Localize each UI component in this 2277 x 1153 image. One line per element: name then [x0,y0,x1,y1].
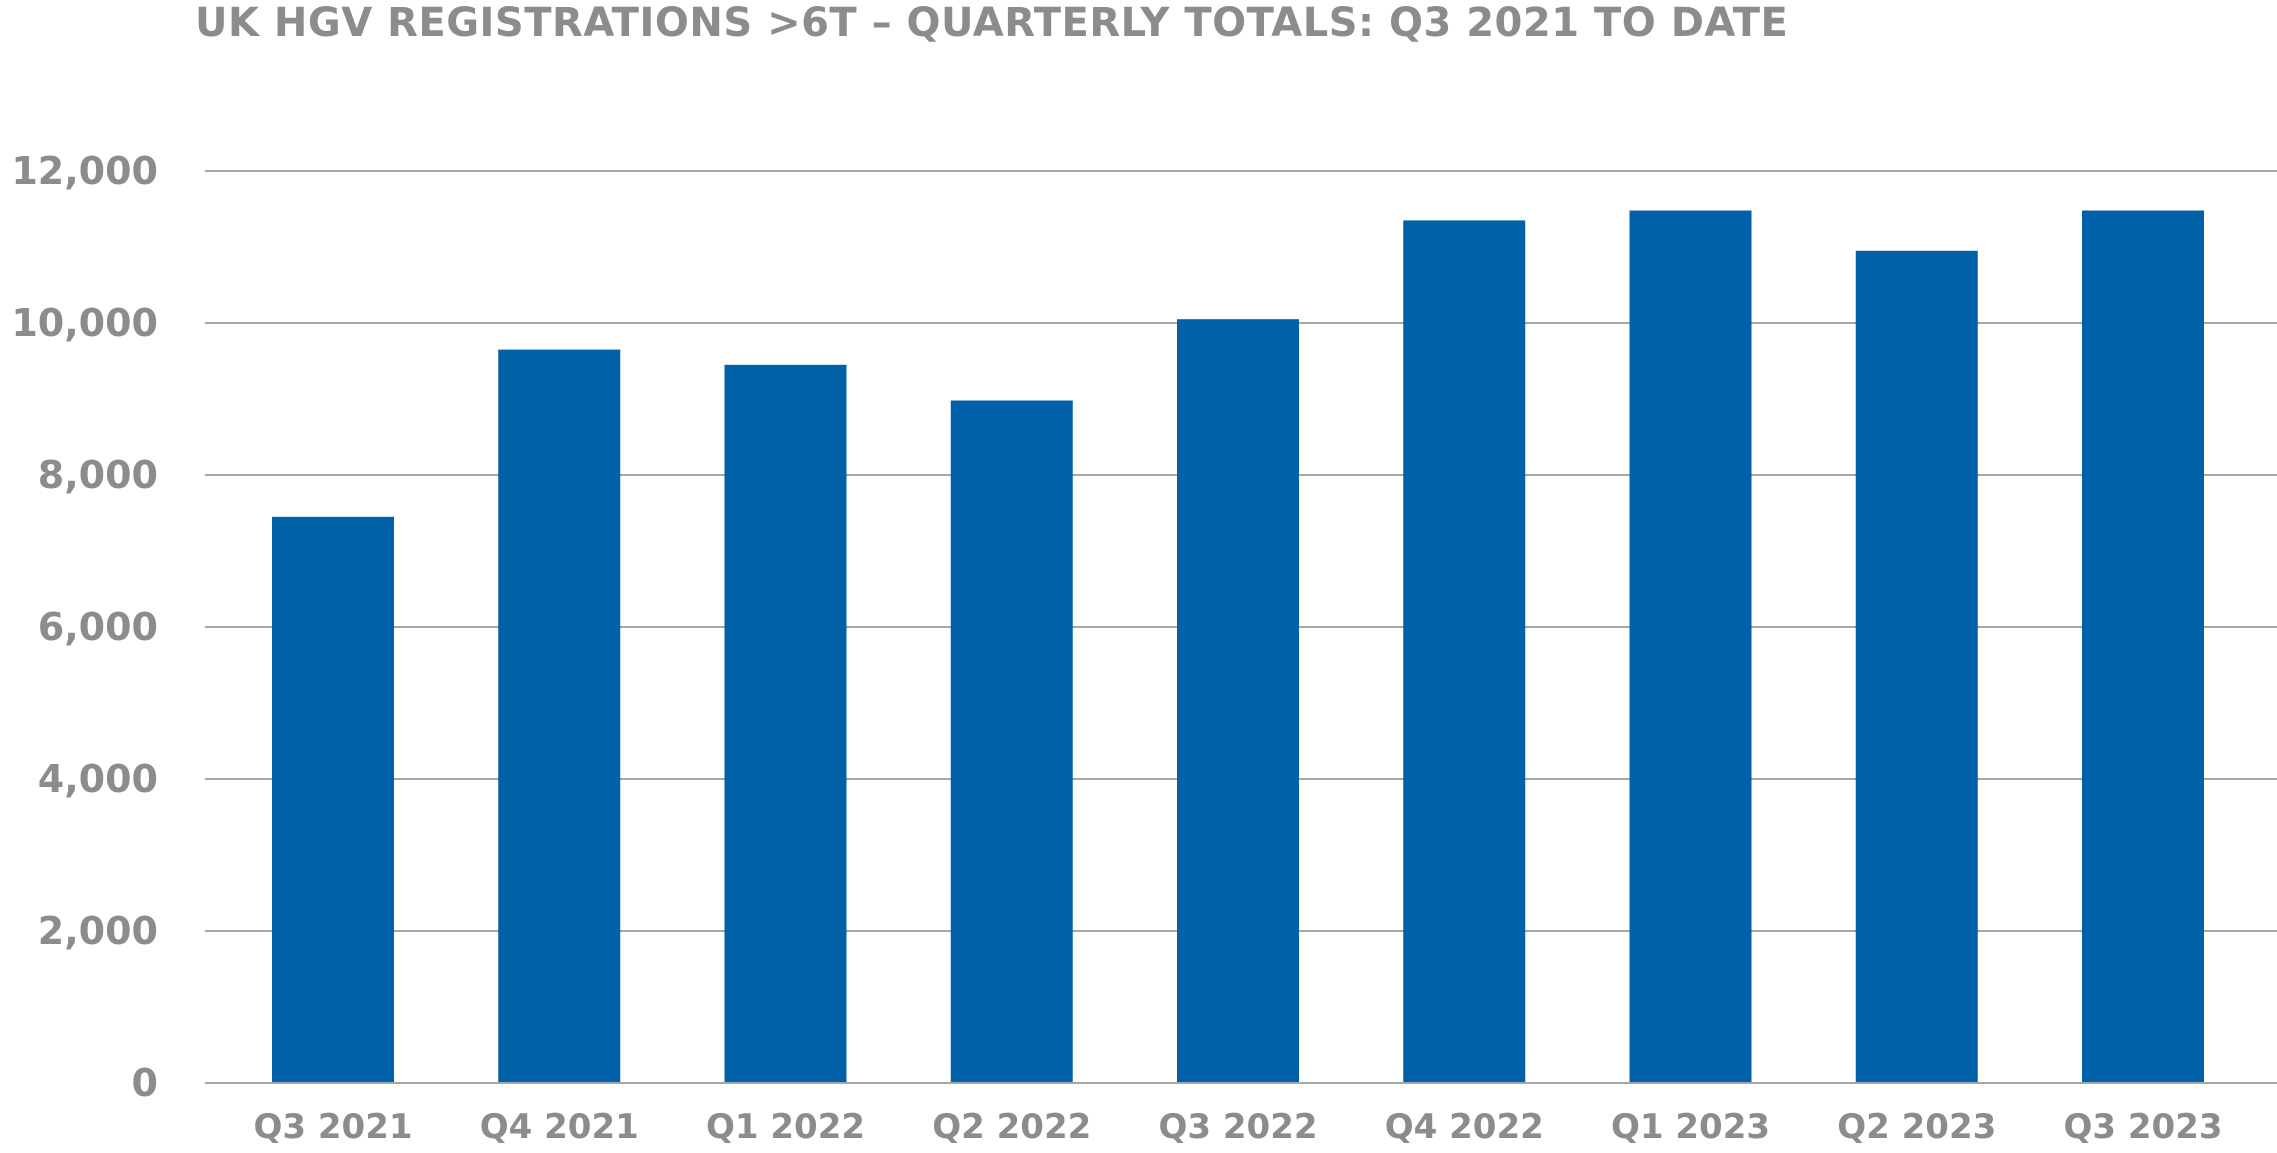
bar [1177,319,1299,1083]
bars [272,210,2204,1084]
y-tick-label: 10,000 [11,301,158,345]
x-tick-label: Q3 2023 [2063,1107,2222,1147]
bar [950,400,1073,1083]
x-tick-label: Q4 2021 [480,1107,639,1147]
bar [2082,210,2204,1083]
x-tick-label: Q2 2023 [1837,1107,1996,1147]
chart-title: UK HGV REGISTRATIONS >6T – QUARTERLY TOT… [195,0,1789,46]
y-tick-label: 4,000 [38,757,158,801]
bar [498,349,621,1084]
y-tick-label: 12,000 [11,149,158,193]
y-tick-label: 8,000 [38,453,158,497]
bar [272,516,394,1083]
y-tick-labels: 0 2,000 4,000 6,000 8,000 10,000 12,000 [11,149,158,1105]
bar [724,364,847,1083]
y-tick-label: 0 [132,1061,158,1105]
x-tick-label: Q1 2022 [706,1107,865,1147]
bar [1629,210,1752,1083]
x-tick-label: Q2 2022 [932,1107,1091,1147]
x-tick-label: Q3 2021 [253,1107,412,1147]
y-tick-label: 6,000 [38,605,158,649]
bar [1403,220,1526,1083]
x-tick-labels: Q3 2021 Q4 2021 Q1 2022 Q2 2022 Q3 2022 Q4 20… [253,1107,2222,1147]
bar [1855,250,1978,1084]
x-tick-label: Q3 2022 [1158,1107,1317,1147]
x-tick-label: Q4 2022 [1385,1107,1544,1147]
y-tick-label: 2,000 [38,909,158,953]
x-tick-label: Q1 2023 [1611,1107,1770,1147]
